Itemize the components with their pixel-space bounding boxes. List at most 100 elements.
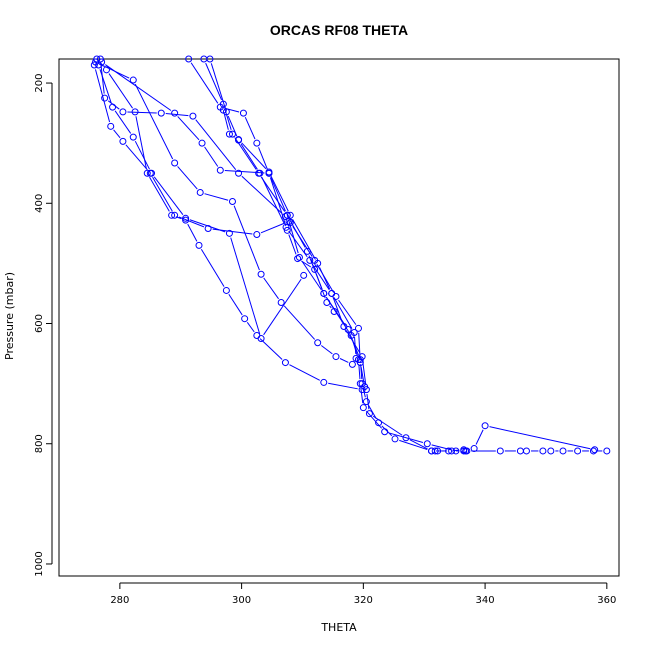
data-point [358,353,366,361]
series-segment [288,230,308,258]
data-point [354,324,362,332]
x-tick-label: 360 [597,595,616,606]
data-point [131,108,139,116]
series-segment [223,114,229,130]
series-segment [288,234,297,255]
data-point [294,255,302,263]
axes-layer: 280 300 320 340 360 200 400 600 800 1000 [34,73,616,606]
data-point [168,211,176,219]
series-segment [358,364,361,380]
series-segment [409,439,428,450]
data-point [253,332,261,340]
series-segment [233,205,260,271]
data-point [295,253,303,261]
data-point [314,339,322,347]
series-7 [95,61,308,343]
data-point [189,112,197,120]
data-point [591,446,599,454]
data-point [330,307,338,315]
x-tick-label: 300 [232,595,251,606]
series-segment [316,264,335,293]
data-point [311,265,319,273]
data-point [462,447,470,455]
data-point [547,447,555,455]
data-point [522,447,530,455]
series-segment [107,100,120,110]
data-point [228,197,236,205]
data-point [257,335,265,343]
series-segment [153,176,184,216]
data-point [359,404,367,412]
series-segment [125,144,148,171]
series-segment [292,226,313,257]
series-segment [113,129,121,139]
series-segment [152,176,173,212]
series-segment [228,293,243,316]
data-point [235,169,243,177]
data-point [323,298,331,306]
data-point [119,108,127,116]
data-point [225,130,233,138]
series-segment [319,267,331,290]
data-point [320,378,328,386]
series-segment [320,345,333,355]
series-segment [200,248,225,287]
data-point [257,270,265,278]
data-point [300,271,308,279]
series-segment [366,394,370,410]
y-tick-label: 200 [34,73,45,92]
data-point [362,398,370,406]
x-tick-label: 320 [354,595,373,606]
series-segment [270,175,289,212]
series-segment [134,83,174,160]
series-segment [260,222,286,234]
series-segment [365,410,383,429]
series-segment [399,439,428,451]
series-segment [381,425,393,437]
data-point [470,445,478,453]
series-segment [261,177,285,224]
series-segment [345,330,361,353]
series-segment [246,322,255,333]
data-point [332,353,340,361]
data-point [402,434,410,442]
data-point [423,440,431,448]
series-8 [92,58,356,368]
data-point [539,447,547,455]
data-point [574,447,582,455]
y-tick-label: 800 [34,434,45,453]
data-point [352,354,360,362]
data-point [216,166,224,174]
series-segment [260,176,286,212]
series-segment [489,426,591,450]
data-point [253,139,261,147]
series-segment [360,366,365,383]
data-point [101,94,109,102]
data-point [195,241,203,249]
y-tick-label: 1000 [34,551,45,576]
series-segment [187,223,198,242]
data-point [603,447,611,455]
data-point [277,298,285,306]
data-point [235,136,243,144]
series-segment [339,358,349,363]
series-segment [190,62,219,104]
series-segment [177,116,200,141]
data-point [143,169,151,177]
series-segment [241,175,283,214]
data-point [286,211,294,219]
series-segment [227,115,238,137]
data-point [129,133,137,141]
data-point [559,447,567,455]
series-2 [200,55,599,455]
data-point [219,106,227,114]
data-point [281,359,289,367]
data-point [350,329,358,337]
series-segment [205,62,223,101]
series-6 [90,61,293,239]
data-point [182,214,190,222]
series-1 [185,55,611,455]
series-segment [114,110,132,134]
data-point [225,229,233,237]
